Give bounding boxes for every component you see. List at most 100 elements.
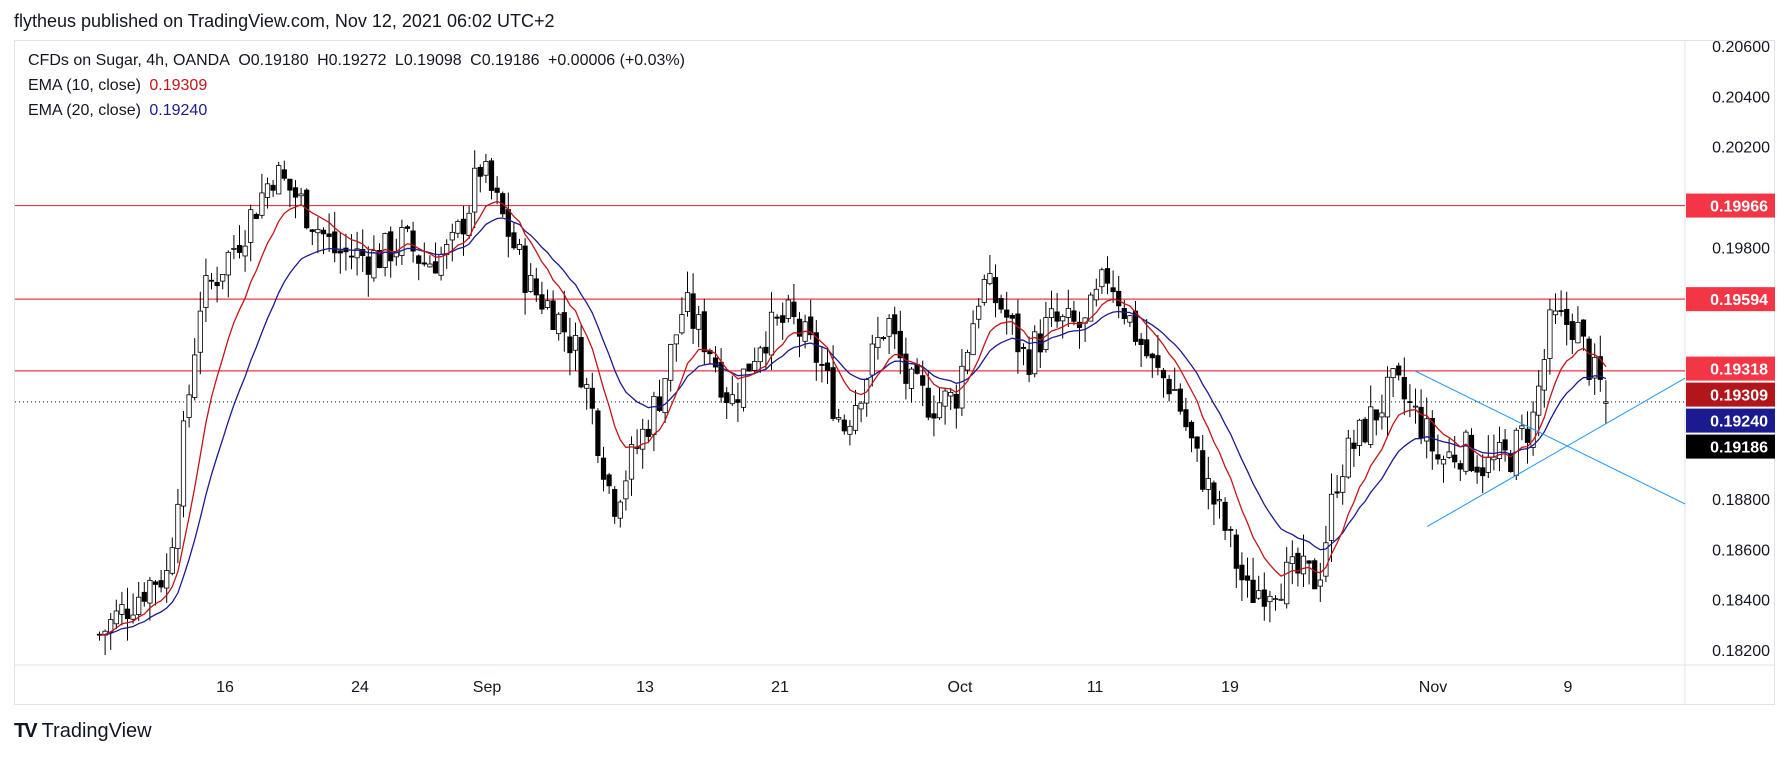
candle-body xyxy=(164,570,170,589)
candle-body xyxy=(981,279,987,303)
candle-body xyxy=(830,367,836,419)
candle-body xyxy=(208,279,215,282)
candle-body xyxy=(1116,290,1122,307)
legend-symbol: CFDs on Sugar, 4h, OANDA xyxy=(28,52,230,69)
candle-body xyxy=(1323,542,1329,577)
candle-body xyxy=(679,314,685,334)
candle-body xyxy=(1468,434,1475,472)
candle-body xyxy=(931,413,937,419)
candle-body xyxy=(169,547,175,574)
candle-body xyxy=(236,245,243,253)
candle-body xyxy=(757,347,763,363)
candle-body xyxy=(752,361,758,371)
candle-body xyxy=(472,167,478,213)
candle-body xyxy=(505,209,511,237)
candle-body xyxy=(1172,389,1178,391)
price-axis-label: 0.19966 xyxy=(1710,199,1768,216)
candle-body xyxy=(791,301,797,318)
x-tick-label: 19 xyxy=(1221,679,1239,696)
legend-ema10[interactable]: EMA (10, close) 0.19309 xyxy=(28,77,211,95)
candle-body xyxy=(326,233,332,237)
candle-body xyxy=(376,249,383,269)
candle-body xyxy=(371,250,377,279)
tradingview-logo-icon: TV xyxy=(14,720,38,742)
candle-body xyxy=(1121,307,1127,320)
candle-body xyxy=(1160,369,1167,379)
y-tick-label: 0.20600 xyxy=(1712,39,1770,56)
candle-body xyxy=(1289,556,1295,564)
candle-body xyxy=(1485,456,1491,473)
legend-low-label: L xyxy=(394,52,404,69)
y-tick-label: 0.20200 xyxy=(1712,140,1770,157)
candle-body xyxy=(1060,316,1066,322)
candle-body xyxy=(152,581,159,585)
candle-body xyxy=(360,249,366,256)
candle-body xyxy=(780,315,786,323)
price-axis-label: 0.19309 xyxy=(1710,388,1768,405)
candle-body xyxy=(1586,338,1592,380)
candle-body xyxy=(1127,315,1133,323)
x-tick-label: 21 xyxy=(771,679,789,696)
footer-brand[interactable]: TV TradingView xyxy=(14,720,152,743)
x-tick-label: Oct xyxy=(948,679,973,696)
legend-open-label: O xyxy=(238,52,251,69)
candle-body xyxy=(1054,311,1060,322)
candle-body xyxy=(567,336,573,354)
legend-ohlc: CFDs on Sugar, 4h, OANDA O0.19180 H0.192… xyxy=(28,52,689,70)
candle-body xyxy=(175,503,181,549)
candle-body xyxy=(427,263,433,268)
candle-body xyxy=(600,457,607,480)
candle-body xyxy=(1099,269,1105,288)
candle-body xyxy=(348,255,355,258)
candle-body xyxy=(1239,564,1245,581)
candle-body xyxy=(1144,339,1150,357)
candle-body xyxy=(404,226,411,229)
candle-body xyxy=(1272,598,1279,601)
candle-body xyxy=(253,213,259,220)
candle-body xyxy=(1384,376,1391,418)
legend-low: 0.19098 xyxy=(403,52,462,69)
candle-body xyxy=(449,231,455,241)
candle-body xyxy=(1424,418,1430,442)
candle-body xyxy=(550,300,556,331)
candle-body xyxy=(1009,314,1015,319)
candle-body xyxy=(936,402,943,419)
legend-change: +0.00006 (+0.03%) xyxy=(547,52,685,69)
publish-header: flytheus published on TradingView.com, N… xyxy=(14,11,555,31)
legend-close-label: C xyxy=(470,52,482,69)
candle-body xyxy=(1256,590,1262,599)
candle-body xyxy=(908,368,915,389)
candle-body xyxy=(869,343,875,376)
candle-body xyxy=(1524,428,1531,443)
candle-body xyxy=(1088,294,1094,322)
candle-body xyxy=(819,364,825,366)
candle-body xyxy=(466,212,472,236)
price-axis-label-bg xyxy=(1686,434,1775,459)
candle-body xyxy=(998,298,1004,310)
footer-brand-name: TradingView xyxy=(41,720,152,742)
candle-body xyxy=(220,274,226,282)
candle-body xyxy=(1295,552,1301,574)
candle-body xyxy=(231,247,237,250)
candle-body xyxy=(365,256,371,275)
y-tick-label: 0.18600 xyxy=(1712,542,1770,559)
candle-body xyxy=(1558,310,1564,312)
candle-body xyxy=(808,316,814,336)
candle-body xyxy=(354,248,360,259)
x-tick-label: Nov xyxy=(1419,679,1447,696)
x-tick-label: 13 xyxy=(636,679,654,696)
candle-body xyxy=(1166,378,1172,395)
candle-body xyxy=(1004,309,1010,318)
candle-body xyxy=(399,227,405,256)
candle-body xyxy=(1351,442,1357,449)
candle-body xyxy=(948,392,954,397)
y-tick-label: 0.19800 xyxy=(1712,240,1770,257)
candle-body xyxy=(455,221,461,234)
candle-body xyxy=(1373,409,1379,421)
legend-ema20[interactable]: EMA (20, close) 0.19240 xyxy=(28,102,211,120)
candle-body xyxy=(1597,356,1603,380)
candle-body xyxy=(197,310,203,353)
candle-body xyxy=(1452,454,1458,463)
candle-body xyxy=(1502,439,1508,451)
